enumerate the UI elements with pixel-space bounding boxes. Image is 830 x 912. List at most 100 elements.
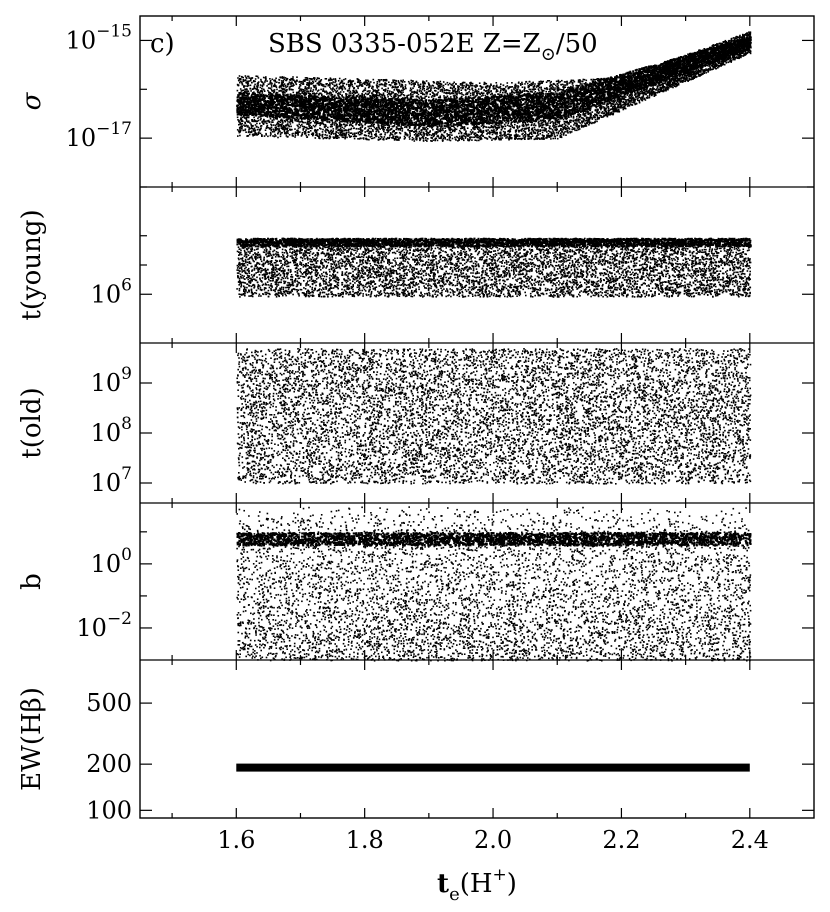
data-point [440, 90, 442, 92]
data-point [510, 126, 512, 128]
data-point [560, 84, 562, 86]
data-point [261, 88, 263, 90]
data-point [248, 90, 250, 92]
data-point [599, 111, 601, 113]
data-point [562, 124, 564, 126]
data-point [454, 137, 456, 139]
data-point [296, 76, 298, 78]
data-point [275, 135, 277, 137]
data-point [625, 108, 627, 110]
data-point [487, 129, 489, 131]
data-point [520, 83, 522, 85]
data-point [548, 130, 550, 132]
data-point [293, 92, 295, 94]
data-point [461, 85, 463, 87]
data-point [358, 94, 360, 96]
data-point [285, 85, 287, 87]
data-point [284, 92, 286, 94]
data-point [664, 86, 666, 88]
data-point [399, 84, 401, 86]
data-point [335, 131, 337, 133]
data-point [451, 84, 453, 86]
data-point [349, 122, 351, 124]
data-point [384, 136, 386, 138]
data-point [255, 78, 257, 80]
data-point [239, 135, 241, 137]
data-point [457, 91, 459, 93]
data-point [571, 129, 573, 131]
data-point [437, 140, 439, 142]
data-point [420, 87, 422, 89]
data-point [273, 124, 275, 126]
data-point [505, 126, 507, 128]
data-point [390, 113, 392, 115]
data-point [431, 135, 433, 137]
data-point [414, 122, 416, 124]
data-point [428, 96, 430, 98]
data-point [352, 125, 354, 127]
data-point [260, 87, 262, 89]
data-point [269, 83, 271, 85]
data-point [251, 121, 253, 123]
data-point [412, 137, 414, 139]
data-point [451, 134, 453, 136]
data-point [402, 130, 404, 132]
data-point [374, 137, 376, 139]
data-point [340, 93, 342, 95]
data-point [371, 135, 373, 137]
data-point [565, 84, 567, 86]
data-point [237, 90, 239, 92]
data-point [479, 82, 481, 84]
data-point [564, 121, 566, 123]
data-point [258, 131, 260, 133]
data-point [491, 139, 493, 141]
data-point [341, 89, 343, 91]
data-point [304, 90, 306, 92]
data-point [255, 124, 257, 126]
data-point [668, 87, 670, 89]
data-point [238, 124, 240, 126]
data-point [272, 79, 274, 81]
data-point [492, 123, 494, 125]
data-point [507, 82, 509, 84]
data-point [578, 129, 580, 131]
data-point [570, 116, 572, 118]
data-point [510, 134, 512, 136]
data-point [440, 135, 442, 137]
data-point [487, 86, 489, 88]
data-point [443, 92, 445, 94]
data-point [492, 138, 494, 140]
data-point [281, 127, 283, 129]
data-point [419, 131, 421, 133]
data-point [356, 136, 358, 138]
data-point [387, 88, 389, 90]
data-point [337, 86, 339, 88]
data-point [329, 122, 331, 124]
data-point [410, 87, 412, 89]
data-point [411, 84, 413, 86]
data-point [414, 140, 416, 142]
data-point [360, 82, 362, 84]
data-point [299, 127, 301, 129]
data-point [426, 80, 428, 82]
data-point [525, 122, 527, 124]
data-point [449, 83, 451, 85]
data-point [483, 132, 485, 134]
data-point [447, 82, 449, 84]
data-point [571, 131, 573, 133]
data-point [280, 134, 282, 136]
data-point [341, 94, 343, 96]
data-point [428, 82, 430, 84]
data-point [312, 91, 314, 93]
data-point [246, 91, 248, 93]
data-point [272, 131, 274, 133]
data-point [586, 80, 588, 82]
data-point [366, 85, 368, 87]
data-point [373, 79, 375, 81]
data-point [420, 84, 422, 86]
data-point [438, 83, 440, 85]
data-point [545, 91, 547, 93]
data-point [306, 128, 308, 130]
data-point [425, 96, 427, 98]
data-point [549, 125, 551, 127]
